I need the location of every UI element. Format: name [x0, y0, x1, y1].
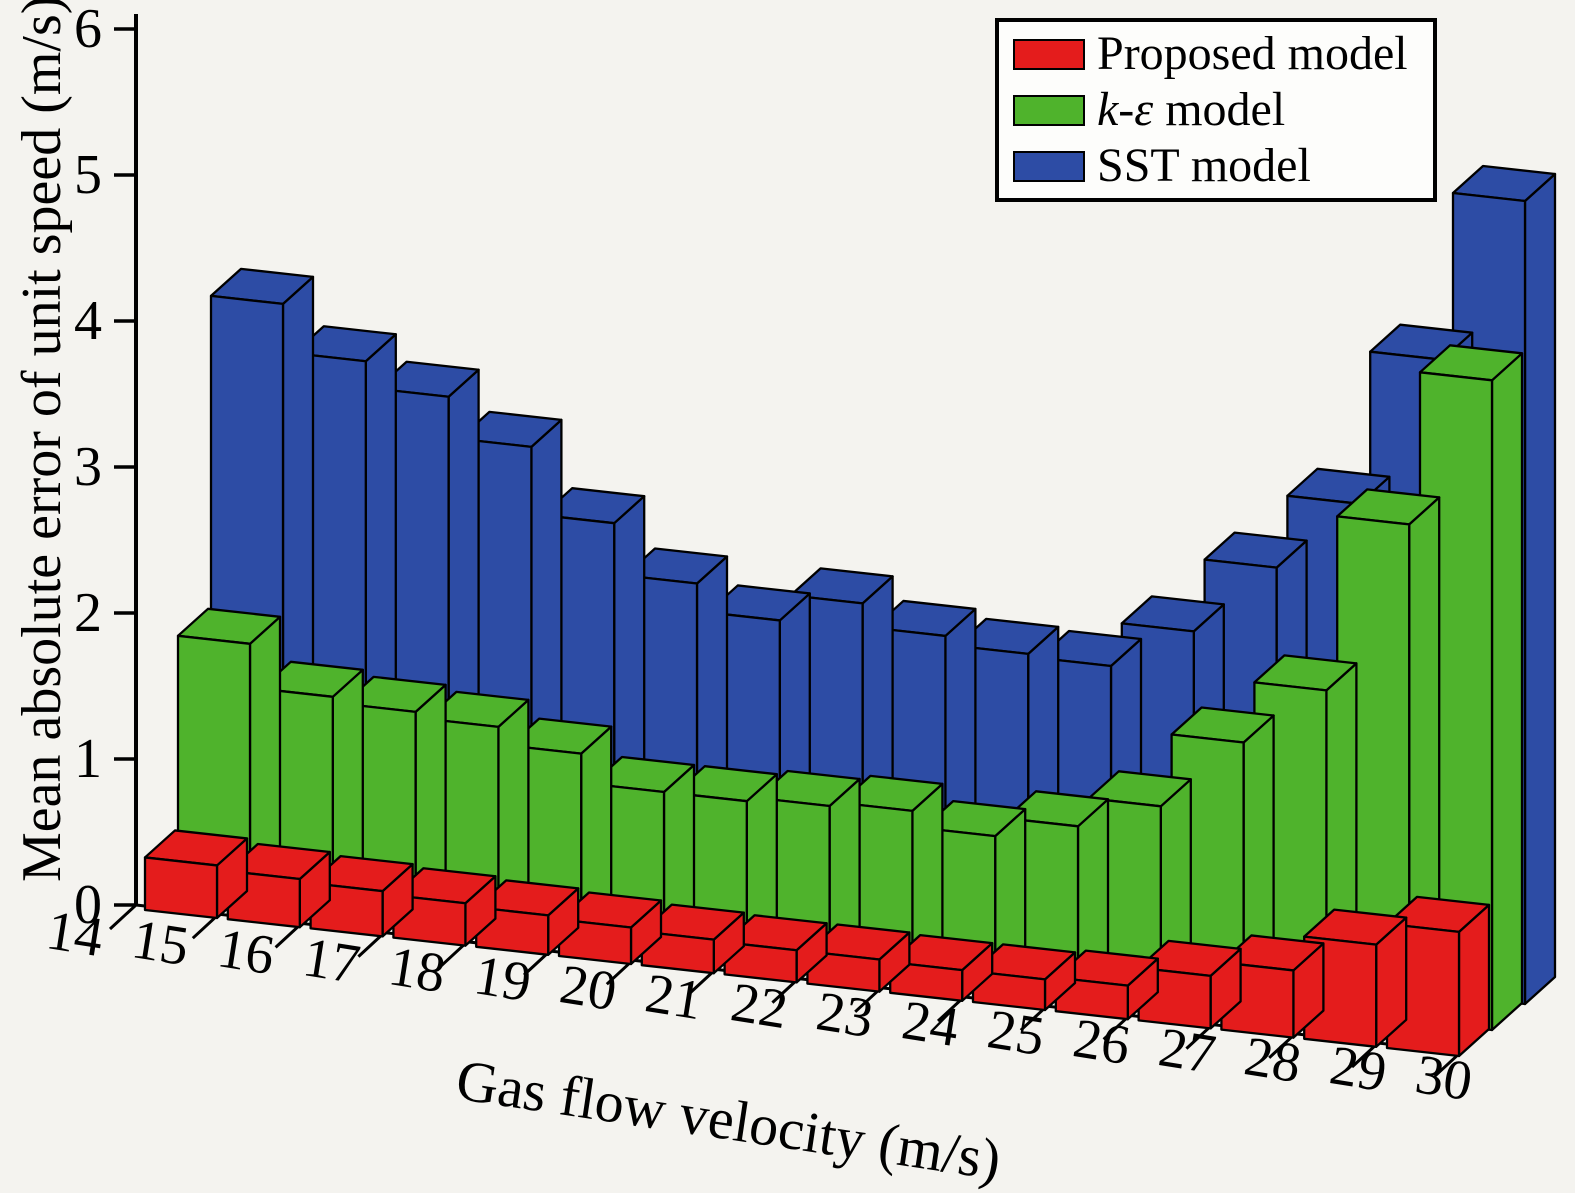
legend-label-0: Proposed model — [1097, 27, 1408, 80]
bar-proposed-15-front — [143, 856, 219, 920]
legend-swatch-k-epsilon-model — [1013, 94, 1085, 126]
y-tick-label-3: 3 — [74, 436, 102, 498]
y-tick-label-5: 5 — [74, 144, 102, 206]
x-tick-label-24: 24 — [898, 989, 963, 1059]
chart-figure: 0 1 2 3 4 5 6 14 15 16 17 18 19 20 21 22 23 24 25 26 27 28 29 3… — [11, 0, 1557, 1192]
x-tick-label-22: 22 — [727, 971, 792, 1041]
y-tick-label-4: 4 — [74, 290, 102, 352]
series-proposed-model — [143, 829, 1491, 1058]
x-tick-label-23: 23 — [812, 980, 877, 1050]
legend-swatch-sst-model — [1013, 150, 1085, 182]
y-axis-title: Mean absolute error of unit speed (m/s) — [11, 0, 73, 882]
x-tick-label-18: 18 — [385, 935, 450, 1005]
x-tick-label-19: 19 — [470, 944, 535, 1014]
x-tick-label-16: 16 — [213, 917, 278, 987]
series-k-model — [176, 344, 1524, 1032]
legend-box: Proposed model k-ε model SST model — [995, 18, 1437, 202]
legend-label-em-1: k-ε — [1097, 83, 1154, 136]
y-tick-label-1: 1 — [74, 728, 102, 790]
legend-item-proposed-model: Proposed model — [1013, 29, 1433, 79]
x-tick-label-17: 17 — [299, 926, 364, 996]
y-tick-label-0: 0 — [74, 874, 102, 936]
legend-label-2: SST model — [1097, 139, 1311, 192]
y-tick-label-2: 2 — [74, 582, 102, 644]
bar-k-ε-30-side — [1490, 352, 1524, 1032]
legend-item-k-epsilon-model: k-ε model — [1013, 85, 1433, 135]
legend-swatch-proposed-model — [1013, 38, 1085, 70]
bar-sst-30-side — [1523, 172, 1557, 1006]
x-tick-label-14: 14 — [42, 899, 107, 969]
legend-item-sst-model: SST model — [1013, 141, 1433, 191]
x-tick-label-20: 20 — [556, 953, 621, 1023]
x-tick-label-21: 21 — [641, 962, 706, 1032]
x-tick-label-15: 15 — [128, 908, 193, 978]
legend-label-1: model — [1153, 83, 1286, 136]
y-tick-label-6: 6 — [74, 0, 102, 60]
